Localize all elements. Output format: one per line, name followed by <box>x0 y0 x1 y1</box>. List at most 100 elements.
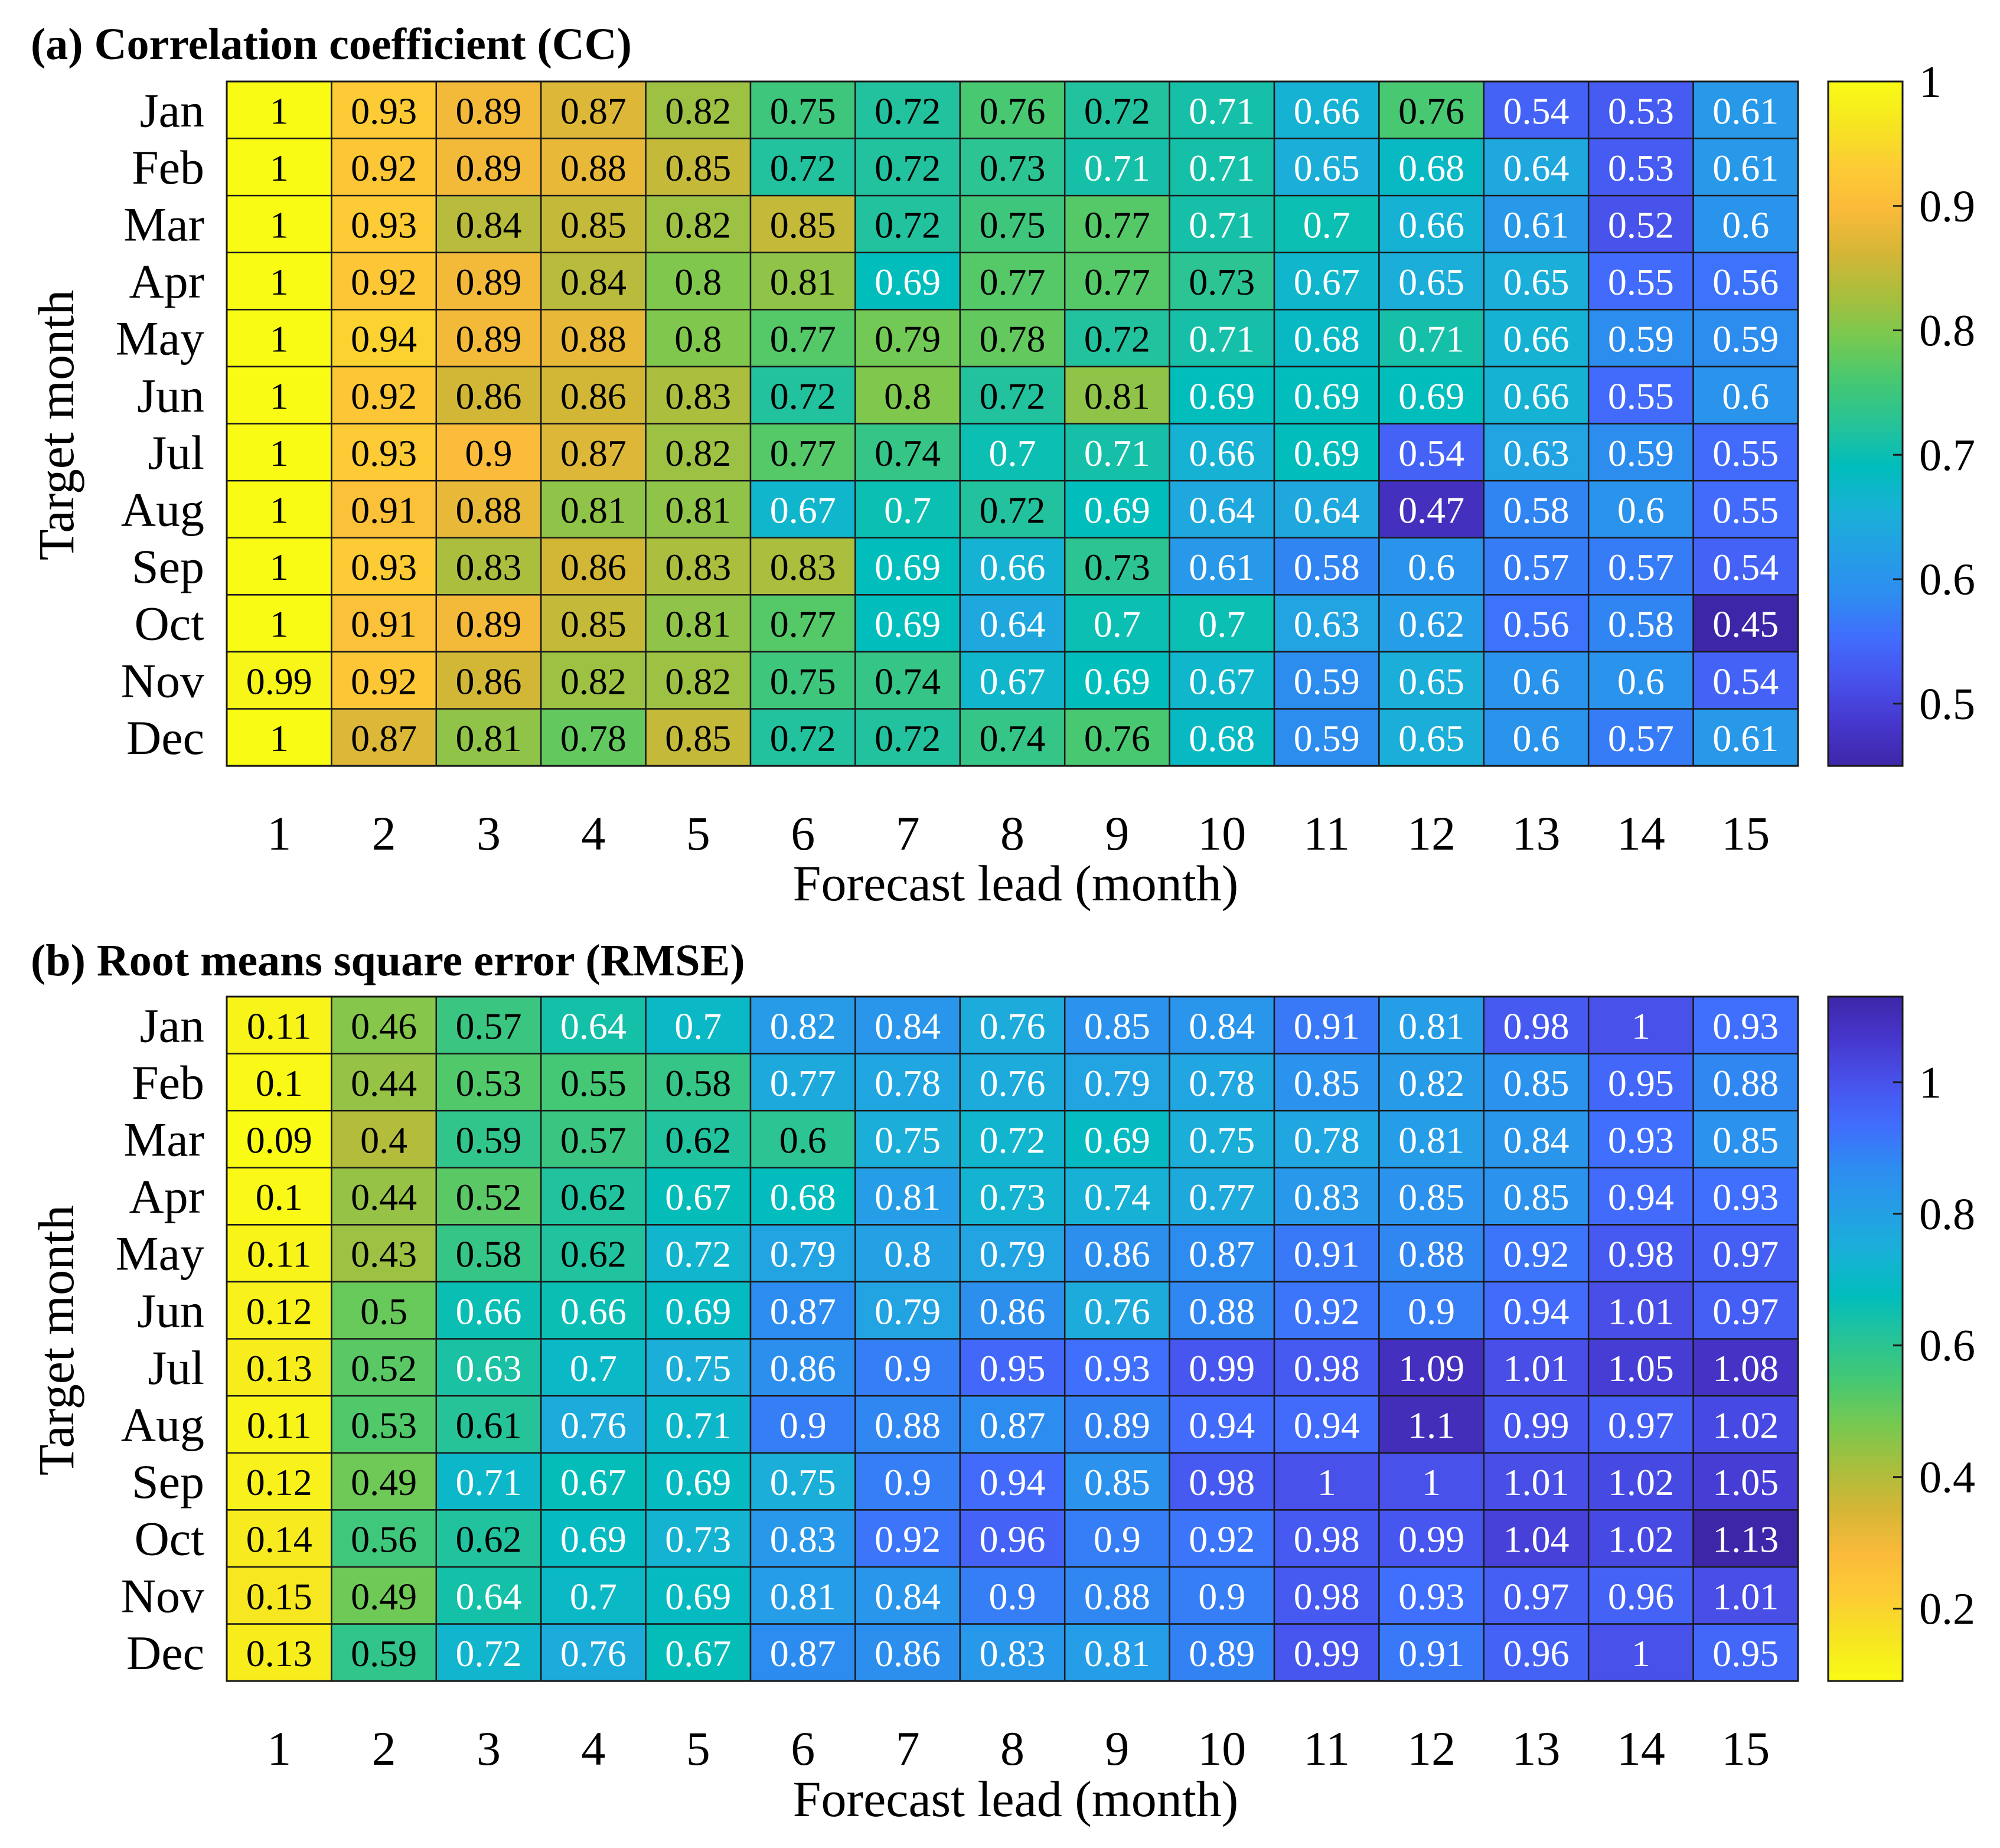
heatmap-cell <box>1169 194 1275 254</box>
colorbar-segment <box>1828 1504 1903 1508</box>
cell-value-label: 0.82 <box>560 660 627 702</box>
colorbar-segment <box>1828 1604 1903 1608</box>
colorbar-segment <box>1828 1609 1903 1614</box>
colorbar-segment <box>1828 1276 1903 1279</box>
colorbar-segment <box>1828 1016 1903 1020</box>
colorbar-segment <box>1828 84 1903 88</box>
colorbar-segment <box>1828 632 1903 635</box>
y-tick-label: Jun <box>137 368 204 422</box>
heatmap-cell <box>435 1566 542 1625</box>
heatmap-cell <box>331 1281 438 1340</box>
heatmap-cell <box>435 479 542 539</box>
cell-value-label: 0.96 <box>1608 1575 1674 1617</box>
colorbar-segment <box>1828 554 1903 559</box>
heatmap-cell <box>1692 423 1799 482</box>
colorbar-segment <box>1828 1641 1903 1645</box>
cell-value-label: 0.67 <box>560 1461 627 1503</box>
colorbar-segment <box>1828 1435 1903 1439</box>
colorbar-segment <box>1828 1444 1903 1448</box>
colorbar-segment <box>1828 275 1903 279</box>
heatmap-cell <box>1483 1224 1590 1283</box>
cell-value-label: 0.71 <box>1398 318 1464 360</box>
cell-value-label: 0.93 <box>351 204 417 246</box>
cell-value-label: 0.75 <box>770 90 836 132</box>
colorbar-segment <box>1828 1201 1903 1206</box>
colorbar-segment <box>1828 495 1903 498</box>
cell-value-label: 0.83 <box>665 546 731 588</box>
heatmap-cell <box>645 995 752 1054</box>
heatmap-cell <box>1692 194 1799 254</box>
colorbar-segment <box>1828 1128 1903 1131</box>
heatmap-cell <box>1587 138 1694 197</box>
cell-value-label: 1 <box>270 90 289 132</box>
colorbar-segment <box>1828 481 1903 484</box>
colorbar-tick-label: 0.6 <box>1919 1321 1975 1371</box>
cell-value-label: 0.65 <box>1398 261 1464 303</box>
cell-value-label: 1 <box>270 318 289 360</box>
cell-value-label: 0.56 <box>1503 603 1570 645</box>
colorbar-segment <box>1828 1067 1903 1072</box>
heatmap-cell <box>435 594 542 653</box>
colorbar-segment <box>1828 1042 1903 1046</box>
cell-value-label: 0.77 <box>980 261 1046 303</box>
colorbar-segment <box>1828 1187 1903 1191</box>
cell-value-label: 0.93 <box>1712 1176 1779 1218</box>
cell-value-label: 0.88 <box>560 318 627 360</box>
cell-value-label: 0.71 <box>1189 204 1255 246</box>
cell-value-label: 0.6 <box>1513 717 1560 759</box>
colorbar-segment <box>1828 1353 1903 1357</box>
cell-value-label: 0.82 <box>770 1005 836 1047</box>
colorbar-segment <box>1828 1396 1903 1399</box>
colorbar-segment <box>1828 1105 1903 1109</box>
cell-value-label: 0.62 <box>560 1176 627 1218</box>
cell-value-label: 0.77 <box>1084 261 1150 303</box>
heatmap-cell <box>226 708 332 767</box>
colorbar-segment <box>1828 1287 1903 1291</box>
heatmap-cell <box>1378 537 1485 596</box>
colorbar-segment <box>1828 1318 1903 1323</box>
cell-value-label: 0.72 <box>1084 318 1150 360</box>
colorbar-segment <box>1828 1270 1903 1274</box>
colorbar-segment <box>1828 1555 1903 1559</box>
cell-value-label: 0.99 <box>1398 1519 1464 1560</box>
cell-value-label: 1.1 <box>1408 1405 1455 1447</box>
colorbar-segment <box>1828 1085 1903 1089</box>
cell-value-label: 0.63 <box>1503 432 1570 474</box>
heatmap-cell <box>854 537 961 596</box>
colorbar-segment <box>1828 720 1903 724</box>
cell-value-label: 0.65 <box>1398 660 1464 702</box>
cell-value-label: 0.66 <box>1503 318 1570 360</box>
x-tick-label: 11 <box>1303 807 1350 860</box>
cell-value-label: 0.85 <box>1503 1176 1570 1218</box>
cell-value-label: 0.76 <box>560 1632 627 1674</box>
colorbar-segment <box>1828 303 1903 308</box>
cell-value-label: 1.02 <box>1712 1405 1779 1447</box>
colorbar-segment <box>1828 1464 1903 1468</box>
colorbar-segment <box>1828 107 1903 111</box>
colorbar-segment <box>1828 1262 1903 1265</box>
cell-value-label: 0.86 <box>1084 1233 1150 1275</box>
colorbar-tick-label: 0.9 <box>1919 182 1975 231</box>
colorbar-segment <box>1828 398 1903 401</box>
colorbar-segment <box>1828 583 1903 587</box>
colorbar-segment <box>1828 195 1903 199</box>
cell-value-label: 0.78 <box>1294 1119 1360 1161</box>
heatmap-cell <box>959 1623 1066 1682</box>
colorbar-segment <box>1828 1207 1903 1212</box>
heatmap-cell <box>1587 1053 1694 1112</box>
heatmap-cell <box>854 1109 961 1169</box>
colorbar-segment <box>1828 1338 1903 1343</box>
cell-value-label: 0.72 <box>770 147 836 189</box>
cell-value-label: 1 <box>270 375 289 417</box>
colorbar-segment <box>1828 1672 1903 1676</box>
cell-value-label: 1.04 <box>1503 1519 1570 1560</box>
colorbar-tick-label: 0.8 <box>1919 306 1975 356</box>
cell-value-label: 0.84 <box>456 204 522 246</box>
cell-value-label: 0.71 <box>1189 318 1255 360</box>
heatmap-cell <box>1273 1395 1380 1454</box>
cell-value-label: 0.58 <box>456 1233 522 1275</box>
colorbar-segment <box>1828 1013 1903 1017</box>
colorbar-segment <box>1828 515 1903 518</box>
colorbar-segment <box>1828 1093 1903 1097</box>
colorbar-segment <box>1828 127 1903 130</box>
